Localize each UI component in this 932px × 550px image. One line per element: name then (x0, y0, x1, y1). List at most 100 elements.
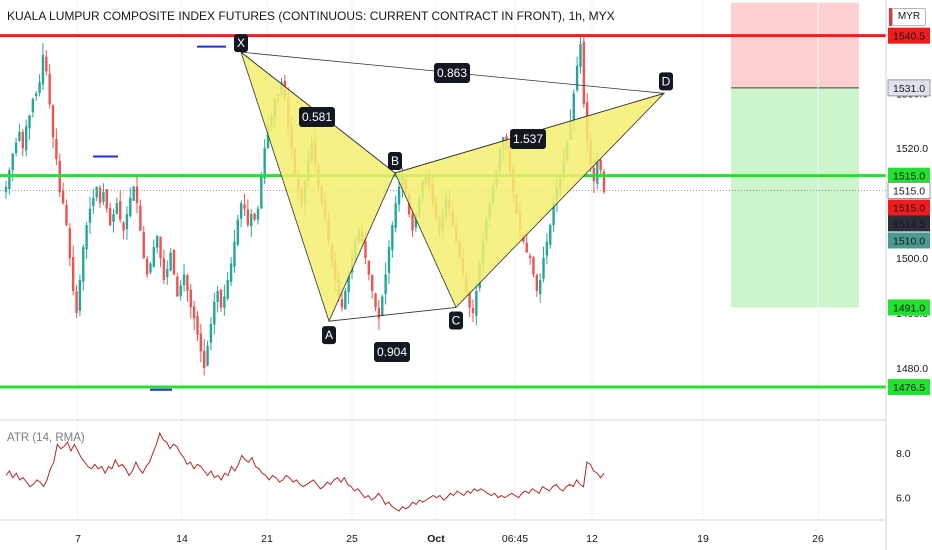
candle (384, 274, 387, 295)
price-label: 1491.0 (893, 302, 925, 314)
candle (45, 56, 48, 72)
candle (552, 203, 555, 226)
candle (246, 209, 250, 226)
candle (119, 201, 122, 220)
ratio-box (374, 342, 410, 362)
candle (233, 241, 236, 267)
candle (599, 160, 602, 171)
atr-y-tick-label: 6.0 (896, 493, 911, 505)
candle (176, 276, 179, 297)
candle (236, 219, 240, 245)
candle (370, 274, 374, 291)
ratio-label: 0.904 (377, 345, 407, 359)
candle (55, 138, 58, 160)
candle (71, 257, 75, 291)
price-label: 1515.0 (893, 171, 925, 183)
candle (51, 105, 55, 138)
candle (182, 274, 186, 286)
currency-badge[interactable]: MYR (892, 8, 926, 26)
candle (471, 307, 475, 313)
price-label: 1540.5 (893, 31, 925, 43)
currency-marker (889, 8, 892, 26)
atr-y-tick-label: 8.0 (896, 448, 911, 460)
price-label: 1476.5 (893, 382, 925, 394)
candle (18, 131, 21, 141)
candle (213, 301, 216, 325)
candle (239, 203, 243, 219)
candle (75, 291, 78, 313)
x-tick-label: 7 (75, 533, 81, 545)
candle (542, 258, 545, 279)
candle (582, 41, 586, 105)
candle (192, 306, 196, 319)
candle (38, 82, 41, 94)
candle (377, 307, 381, 319)
candle (102, 192, 105, 202)
candle (347, 274, 350, 292)
candle (216, 290, 219, 302)
candle (468, 290, 471, 308)
price-label-box (888, 379, 930, 396)
price-label-box (888, 27, 930, 44)
price-label: 1514.5 (893, 218, 925, 230)
candle (367, 260, 371, 275)
chart-title: KUALA LUMPUR COMPOSITE INDEX FUTURES (CO… (7, 9, 615, 23)
candle (475, 290, 478, 316)
candle (85, 225, 88, 250)
pattern-point-label-D: D (662, 74, 671, 88)
candle (41, 54, 45, 85)
pattern-edge (328, 307, 457, 322)
price-label-box (888, 299, 930, 316)
candle (14, 142, 18, 154)
ratio-label: 1.537 (513, 132, 543, 146)
price-label-box (887, 79, 931, 97)
candle (179, 285, 182, 296)
pattern-point-A (322, 326, 336, 345)
pattern-point-X (234, 34, 248, 53)
candle (92, 197, 95, 207)
candle (391, 225, 394, 251)
candle (397, 186, 401, 205)
candle (199, 333, 203, 352)
candle (575, 65, 579, 91)
candle (364, 240, 367, 259)
candle (135, 186, 139, 204)
candle (263, 148, 266, 179)
price-label: 1515.0 (893, 203, 925, 215)
candle (219, 289, 223, 308)
candle (4, 186, 8, 193)
candle (95, 186, 98, 198)
candle (24, 126, 28, 151)
candle (35, 93, 38, 96)
candle (65, 204, 68, 226)
y-tick-label: 1480.0 (896, 363, 928, 375)
price-label-box (888, 215, 930, 232)
candle (572, 93, 575, 122)
candle (28, 115, 31, 129)
candle (387, 247, 391, 273)
atr-indicator-label[interactable]: ATR (14, RMA) (7, 432, 85, 444)
y-tick-label: 1500.0 (896, 253, 928, 265)
candle (115, 203, 119, 214)
candle (166, 269, 169, 278)
pattern-point-C (449, 311, 463, 330)
x-tick-label: 19 (697, 533, 709, 545)
candle (132, 186, 135, 201)
candle (260, 175, 263, 209)
price-label-box (888, 232, 930, 249)
candle (98, 187, 102, 204)
candle (68, 228, 72, 259)
pattern-point-label-B: B (391, 154, 399, 168)
price-label-box (887, 182, 931, 200)
candle (82, 247, 85, 282)
candle (203, 351, 206, 368)
x-tick-label: 21 (261, 533, 273, 545)
candle (196, 315, 199, 335)
profit-target-zone (731, 87, 859, 308)
x-tick-label: 25 (346, 533, 358, 545)
candle (596, 159, 599, 184)
candle (145, 258, 149, 275)
ratio-box (299, 107, 335, 127)
ratio-box (434, 63, 470, 83)
